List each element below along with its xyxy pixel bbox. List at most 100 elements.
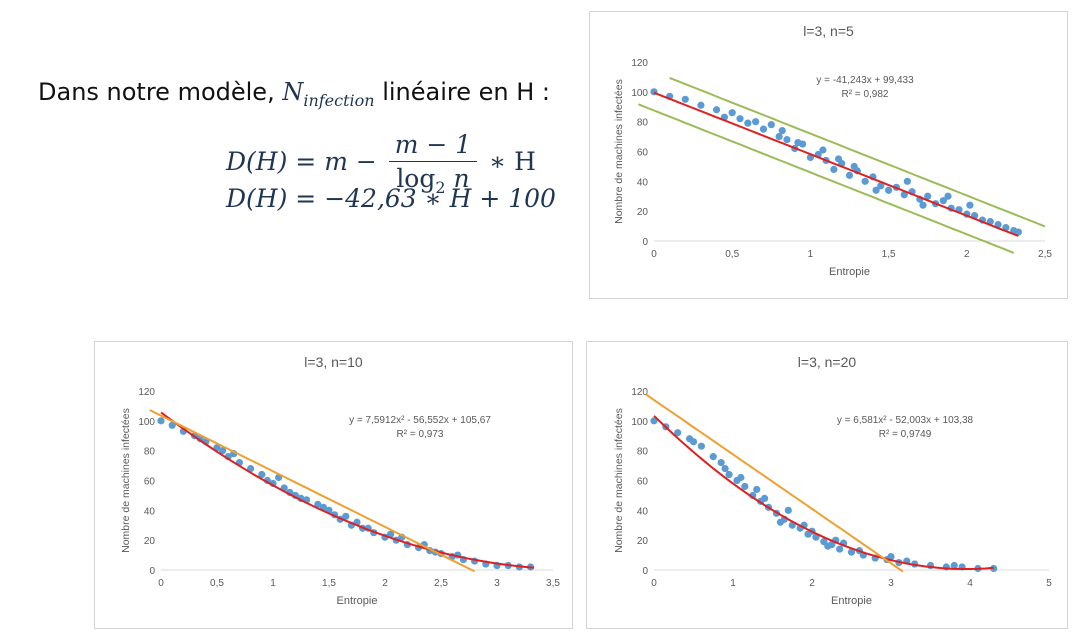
chart-n20-svg: l=3, n=20 0 20 40 60 80 100 120 0 1 2 3 4 5 Entropie No… (613, 354, 1052, 607)
data-point (885, 186, 893, 194)
x-tick-label: 2,5 (434, 578, 448, 589)
x-tick-label: 1 (808, 249, 814, 260)
data-point (776, 518, 784, 526)
data-point (819, 146, 827, 154)
y-axis-label: Nombre de machines infectées (613, 79, 625, 224)
trend-equation: y = 7,5912x² - 56,552x + 105,67 (349, 415, 491, 426)
y-tick-label: 0 (642, 237, 648, 248)
y-tick-label: 80 (144, 447, 156, 458)
data-point (736, 115, 744, 123)
x-tick-label: 1 (270, 578, 276, 589)
equation-1: D(H) = m − m − 1 log2 n ∗ H (226, 130, 536, 197)
data-point (741, 482, 749, 491)
data-point (712, 106, 721, 114)
data-point (834, 155, 843, 163)
data-point (939, 197, 947, 205)
trend-line (653, 91, 1019, 237)
x-tick-label: 1 (730, 578, 736, 589)
data-point (887, 552, 895, 561)
y-tick-label: 0 (642, 566, 648, 577)
trend-equation: y = 6,581x² - 52,003x + 103,38 (837, 415, 974, 426)
y-tick-label: 40 (144, 506, 156, 517)
chart-n5: l=3, n=5 0 20 40 60 80 100 120 0 0,5 1 1,5 2 2,5 Entro… (589, 11, 1068, 299)
x-tick-label: 2 (964, 249, 970, 260)
data-point (944, 192, 952, 200)
x-tick-label: 2 (382, 578, 388, 589)
data-point (681, 95, 689, 103)
data-point (836, 545, 844, 553)
y-tick-label: 60 (637, 477, 649, 488)
y-tick-label: 100 (631, 417, 648, 428)
intro-symbol: Ninfection (282, 78, 375, 110)
data-point (721, 464, 729, 473)
y-tick-label: 80 (637, 118, 649, 129)
data-point (966, 201, 974, 209)
x-tick-label: 3,5 (546, 578, 560, 589)
x-tick-label: 3 (888, 578, 894, 589)
data-point (744, 119, 752, 127)
equation-2: D(H) = −42,63 ∗ H + 100 (226, 184, 556, 213)
x-tick-label: 2 (809, 578, 815, 589)
chart-n10-svg: l=3, n=10 0 20 40 60 80 100 120 0 0,5 1 1,5 2 2,5 3 3,5… (120, 354, 560, 607)
chart-title: l=3, n=5 (803, 23, 854, 39)
data-point (761, 494, 769, 502)
y-tick-label: 0 (149, 566, 155, 577)
data-point (845, 171, 854, 179)
data-point (219, 447, 227, 455)
data-point (753, 485, 761, 494)
data-point (725, 470, 733, 479)
chart-title: l=3, n=10 (304, 354, 363, 370)
data-point (1014, 228, 1023, 236)
x-axis-label: Entropie (829, 266, 870, 278)
data-point (783, 135, 791, 144)
data-point (877, 182, 885, 190)
x-tick-label: 2,5 (1038, 249, 1052, 260)
data-point (387, 530, 395, 538)
data-point (759, 125, 768, 133)
y-tick-label: 40 (637, 177, 649, 188)
data-point (830, 165, 838, 173)
x-axis-label: Entropie (337, 595, 378, 607)
data-point (919, 201, 927, 209)
intro-line: Dans notre modèle, Ninfection linéaire e… (38, 78, 550, 110)
data-point (314, 500, 322, 508)
data-point (697, 442, 705, 450)
y-tick-label: 80 (637, 447, 649, 458)
data-point (824, 542, 832, 550)
trend-line (653, 415, 994, 570)
data-point (737, 473, 745, 482)
trend-line (149, 409, 476, 573)
x-tick-label: 0 (651, 249, 657, 260)
data-point (847, 548, 856, 556)
x-tick-label: 3 (494, 578, 500, 589)
eq1-rhs: ∗ H (489, 147, 536, 176)
y-tick-label: 20 (144, 536, 156, 547)
x-tick-label: 0,5 (210, 578, 224, 589)
data-point (924, 192, 932, 200)
eq1-lhs: D(H) = m − (226, 147, 377, 176)
data-point (650, 417, 658, 425)
trend-line (160, 411, 535, 569)
data-point (717, 459, 725, 467)
eq2-text: D(H) = −42,63 ∗ H + 100 (226, 184, 556, 213)
data-point (778, 127, 786, 135)
trend-line (645, 393, 904, 573)
data-point (168, 421, 176, 429)
y-tick-label: 40 (637, 506, 649, 517)
data-point (697, 101, 705, 109)
r-squared: R² = 0,9749 (879, 429, 932, 440)
data-point (784, 506, 792, 514)
data-point (728, 109, 736, 117)
data-point (247, 464, 255, 473)
y-tick-label: 20 (637, 207, 649, 218)
x-tick-label: 0,5 (725, 249, 739, 260)
chart-n20: l=3, n=20 0 20 40 60 80 100 120 0 1 2 3 4 5 Entropie No… (586, 341, 1068, 629)
data-point (767, 121, 775, 129)
data-point (950, 561, 958, 570)
data-point (900, 191, 908, 199)
y-tick-label: 20 (637, 536, 649, 547)
y-tick-label: 100 (631, 88, 648, 99)
data-point (903, 177, 911, 185)
data-point (775, 132, 783, 141)
eq1-numerator: m − 1 (388, 130, 478, 162)
